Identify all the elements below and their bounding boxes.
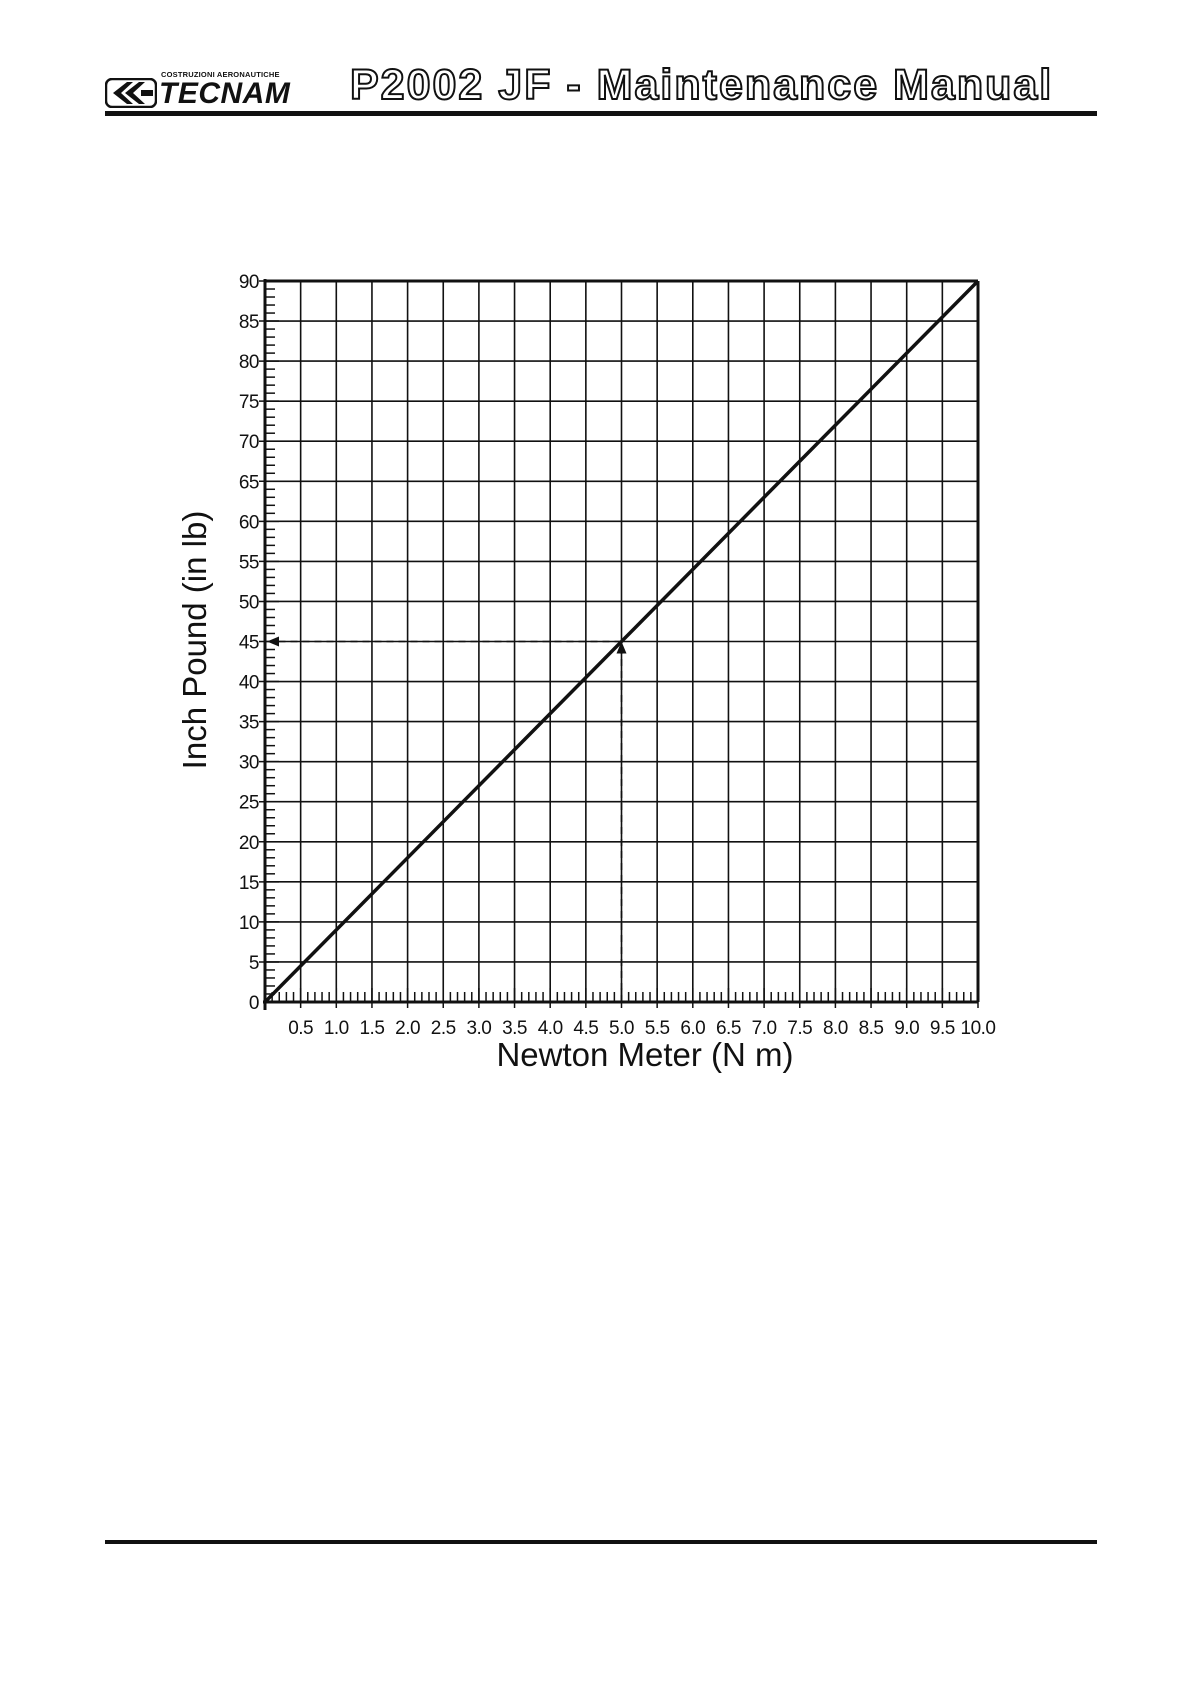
y-tick-label: 40 (239, 673, 259, 694)
conversion-line (263, 279, 980, 1004)
x-tick-label: 4.0 (538, 1018, 563, 1039)
y-tick-label: 35 (239, 713, 259, 734)
x-tick-label: 8.5 (859, 1018, 884, 1039)
x-tick-label: 6.0 (680, 1018, 705, 1039)
y-tick-label: 60 (239, 512, 259, 533)
logo-subtitle: COSTRUZIONI AERONAUTICHE (161, 70, 280, 79)
header-rule (105, 111, 1097, 116)
chart-tick-labels: 0.5 1.0 1.5 2.0 2.5 3.0 3.5 4.0 4.5 5.0 5.5 6.0 6.5 7… (239, 272, 996, 1039)
tecnam-logo-mark (105, 78, 157, 108)
y-tick-label: 65 (239, 472, 259, 493)
lookup-arrow-left (267, 636, 279, 647)
y-tick-label: 25 (239, 793, 259, 814)
tecnam-logo: COSTRUZIONI AERONAUTICHE TECNAM (105, 70, 291, 112)
y-tick-label: 90 (239, 272, 259, 293)
y-tick-label: 75 (239, 392, 259, 413)
x-tick-label: 10.0 (961, 1018, 996, 1039)
x-tick-label: 0.5 (288, 1018, 313, 1039)
x-tick-label: 9.5 (930, 1018, 955, 1039)
x-tick-label: 2.0 (395, 1018, 420, 1039)
y-tick-label: 70 (239, 432, 259, 453)
y-tick-label: 10 (239, 913, 259, 934)
x-tick-label: 7.0 (752, 1018, 777, 1039)
y-tick-label: 50 (239, 592, 259, 613)
x-tick-label: 6.5 (716, 1018, 741, 1039)
x-tick-label: 9.0 (894, 1018, 919, 1039)
x-tick-label: 3.5 (502, 1018, 527, 1039)
y-axis-title: Inch Pound (in lb) (176, 511, 213, 770)
y-tick-label: 55 (239, 552, 259, 573)
x-tick-label: 2.5 (431, 1018, 456, 1039)
x-tick-label: 4.5 (573, 1018, 598, 1039)
footer-rule (105, 1540, 1097, 1544)
chart-ticks (259, 280, 979, 1008)
x-tick-label: 5.0 (609, 1018, 634, 1039)
y-tick-label: 30 (239, 753, 259, 774)
y-tick-label: 80 (239, 352, 259, 373)
x-tick-label: 7.5 (787, 1018, 812, 1039)
page-header: COSTRUZIONI AERONAUTICHE TECNAM P2002 JF… (105, 60, 1097, 114)
x-axis-title: Newton Meter (N m) (496, 1036, 793, 1073)
x-tick-label: 5.5 (645, 1018, 670, 1039)
example-lookup (267, 636, 627, 1002)
chart-series (263, 279, 980, 1004)
y-tick-label: 45 (239, 633, 259, 654)
x-tick-label: 8.0 (823, 1018, 848, 1039)
y-tick-label: 85 (239, 312, 259, 333)
y-tick-label: 0 (249, 993, 259, 1014)
logo-wordmark: TECNAM (159, 77, 291, 110)
y-tick-label: 5 (249, 953, 259, 974)
lookup-arrow-up (616, 641, 627, 654)
x-tick-label: 3.0 (466, 1018, 491, 1039)
y-tick-label: 20 (239, 833, 259, 854)
x-tick-label: 1.5 (359, 1018, 384, 1039)
y-tick-label: 15 (239, 873, 259, 894)
x-tick-label: 1.0 (324, 1018, 349, 1039)
document-title: P2002 JF - Maintenance Manual (349, 60, 1054, 110)
